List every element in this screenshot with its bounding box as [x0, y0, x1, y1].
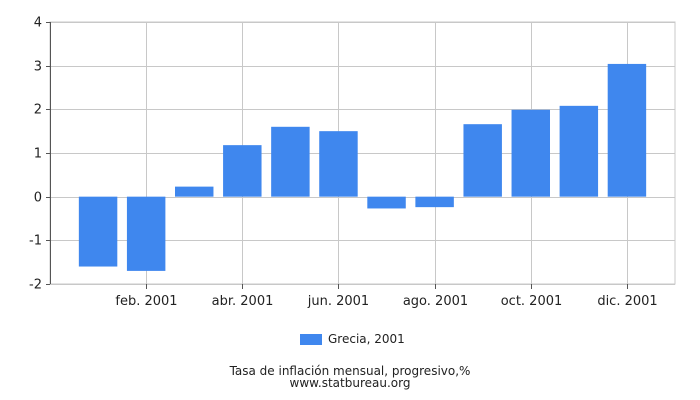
- chart-title: Tasa de inflación mensual, progresivo,%: [229, 364, 471, 378]
- bar: [78, 196, 118, 267]
- bar: [223, 145, 262, 197]
- legend-swatch: [300, 333, 322, 345]
- y-tick-label: 0: [34, 191, 42, 206]
- y-tick-label: 4: [34, 16, 42, 31]
- bar: [607, 63, 647, 197]
- y-tick-label: 2: [34, 103, 42, 118]
- bar: [271, 126, 310, 197]
- bar: [367, 196, 406, 209]
- y-tick-label: -2: [29, 278, 42, 293]
- y-tick-label: 1: [34, 147, 42, 162]
- x-tick-label: dic. 2001: [597, 294, 657, 309]
- x-tick-label: oct. 2001: [501, 294, 563, 309]
- x-tick-label: abr. 2001: [212, 294, 274, 309]
- x-tick-label: ago. 2001: [403, 294, 468, 309]
- bar: [463, 124, 502, 197]
- bar: [319, 131, 358, 197]
- bar: [559, 105, 599, 197]
- bar: [175, 186, 214, 197]
- source-url: www.statbureau.org: [289, 376, 411, 390]
- bar: [126, 196, 166, 271]
- x-tick-label: feb. 2001: [115, 294, 177, 309]
- legend: Grecia, 2001: [300, 332, 405, 346]
- x-tick-label: jun. 2001: [307, 294, 369, 309]
- legend-label: Grecia, 2001: [328, 332, 405, 346]
- bar: [511, 109, 550, 197]
- bar: [415, 196, 454, 208]
- y-tick-label: 3: [34, 60, 42, 75]
- y-tick-label: -1: [29, 234, 42, 249]
